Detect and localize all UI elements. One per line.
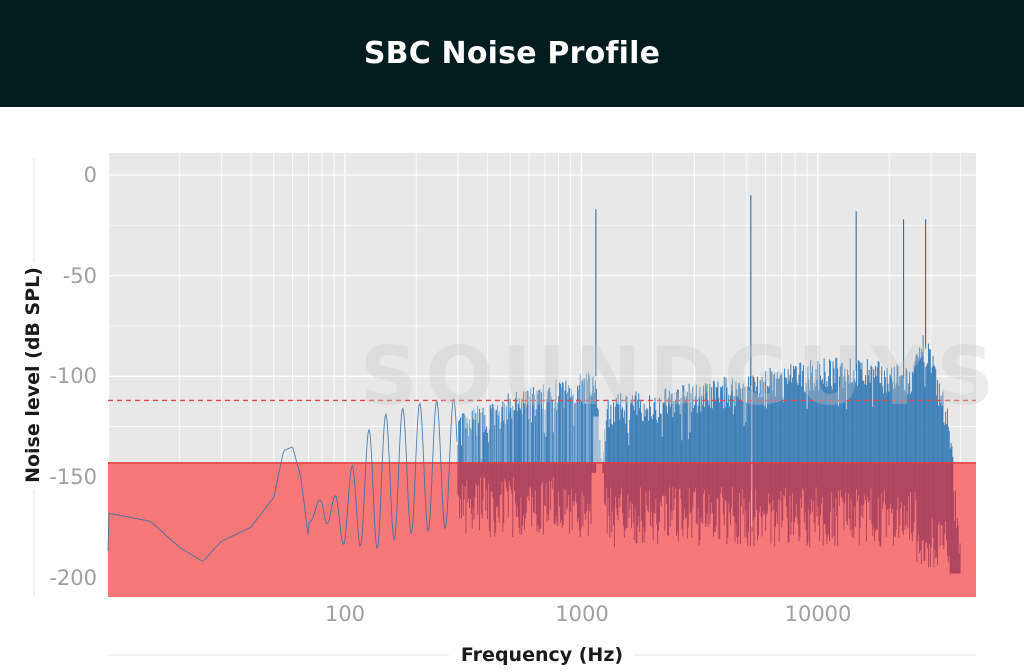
x-tick-10000: 10000 — [784, 602, 852, 626]
noise-spectrum-series — [107, 195, 961, 574]
y-tick-minus100: -100 — [49, 364, 97, 388]
y-tick-minus150: -150 — [49, 465, 97, 489]
y-tick-minus200: -200 — [49, 566, 97, 590]
chart-header: SBC Noise Profile — [0, 0, 1024, 107]
y-tick-0: 0 — [83, 163, 97, 187]
chart-title: SBC Noise Profile — [363, 36, 661, 71]
x-axis-label: Frequency (Hz) — [448, 644, 636, 666]
x-tick-1000: 1000 — [555, 602, 609, 626]
y-axis-label: Noise level (dB SPL) — [22, 267, 44, 483]
y-tick-minus50: -50 — [62, 264, 97, 288]
x-tick-100: 100 — [324, 602, 366, 626]
